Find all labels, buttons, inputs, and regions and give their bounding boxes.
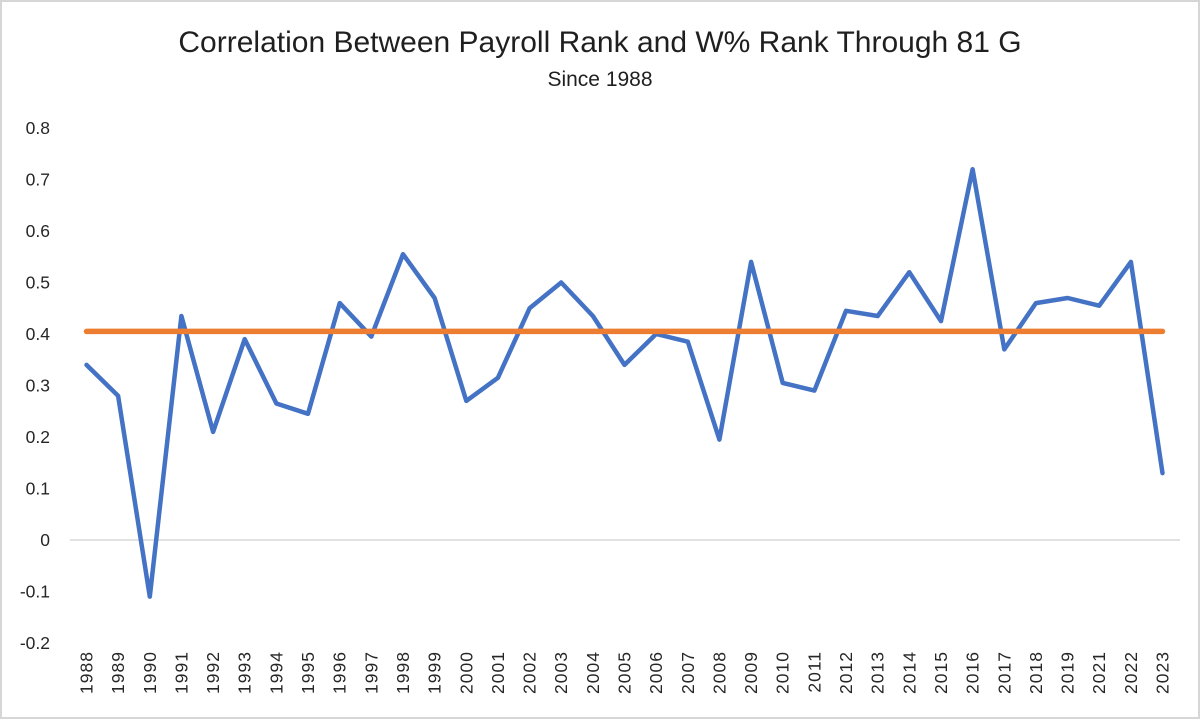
- x-tick-label-2013: 2013: [868, 651, 888, 694]
- y-tick-label: 0.3: [26, 376, 50, 396]
- x-tick-label-1996: 1996: [330, 651, 350, 694]
- x-tick-label-2021: 2021: [1089, 651, 1109, 694]
- x-tick-label-1997: 1997: [361, 651, 381, 694]
- x-tick-label-1991: 1991: [171, 651, 191, 694]
- x-tick-label-1988: 1988: [77, 651, 97, 694]
- y-tick-label: 0.7: [26, 170, 50, 190]
- chart-subtitle: Since 1988: [547, 68, 653, 91]
- x-tick-label-2001: 2001: [488, 651, 508, 694]
- x-tick-label-2006: 2006: [646, 651, 666, 694]
- y-tick-label: 0.8: [26, 118, 50, 138]
- x-tick-label-2023: 2023: [1153, 651, 1173, 694]
- y-tick-label: 0.1: [26, 479, 50, 499]
- x-tick-label-2017: 2017: [994, 651, 1014, 694]
- x-tick-label-1992: 1992: [203, 651, 223, 694]
- x-tick-label-2002: 2002: [520, 651, 540, 694]
- x-tick-label-2014: 2014: [899, 651, 919, 694]
- x-tick-label-1998: 1998: [393, 651, 413, 694]
- y-tick-label: 0.2: [26, 427, 50, 447]
- y-tick-label: 0: [40, 530, 50, 550]
- x-tick-label-2011: 2011: [804, 651, 824, 693]
- x-tick-label-1999: 1999: [425, 651, 445, 694]
- x-tick-label-1989: 1989: [108, 651, 128, 694]
- x-tick-label-2018: 2018: [1026, 651, 1046, 694]
- x-tick-label-2004: 2004: [583, 651, 603, 694]
- y-tick-label: -0.2: [20, 633, 50, 653]
- x-tick-label-2007: 2007: [678, 651, 698, 694]
- y-tick-label: -0.1: [20, 582, 50, 602]
- y-tick-label: 0.5: [26, 273, 50, 293]
- x-tick-label-1990: 1990: [140, 651, 160, 694]
- x-tick-label-2016: 2016: [963, 651, 983, 694]
- x-tick-label-1995: 1995: [298, 651, 318, 694]
- x-tick-label-2003: 2003: [551, 651, 571, 694]
- correlation-by-year: [84, 166, 1165, 599]
- x-tick-label-2012: 2012: [836, 651, 856, 694]
- x-tick-label-1993: 1993: [235, 651, 255, 694]
- x-tick-label-1994: 1994: [266, 651, 286, 694]
- chart-title: Correlation Between Payroll Rank and W% …: [178, 26, 1022, 59]
- x-tick-label-2008: 2008: [709, 651, 729, 694]
- x-tick-label-2015: 2015: [931, 651, 951, 694]
- x-tick-label-2005: 2005: [615, 651, 635, 694]
- x-tick-label-2000: 2000: [456, 651, 476, 694]
- x-tick-label-2022: 2022: [1121, 651, 1141, 694]
- y-tick-label: 0.4: [26, 324, 51, 344]
- y-tick-label: 0.6: [26, 221, 50, 241]
- x-tick-label-2019: 2019: [1058, 651, 1078, 694]
- x-tick-label-2010: 2010: [773, 651, 793, 694]
- x-tick-label-2009: 2009: [741, 651, 761, 694]
